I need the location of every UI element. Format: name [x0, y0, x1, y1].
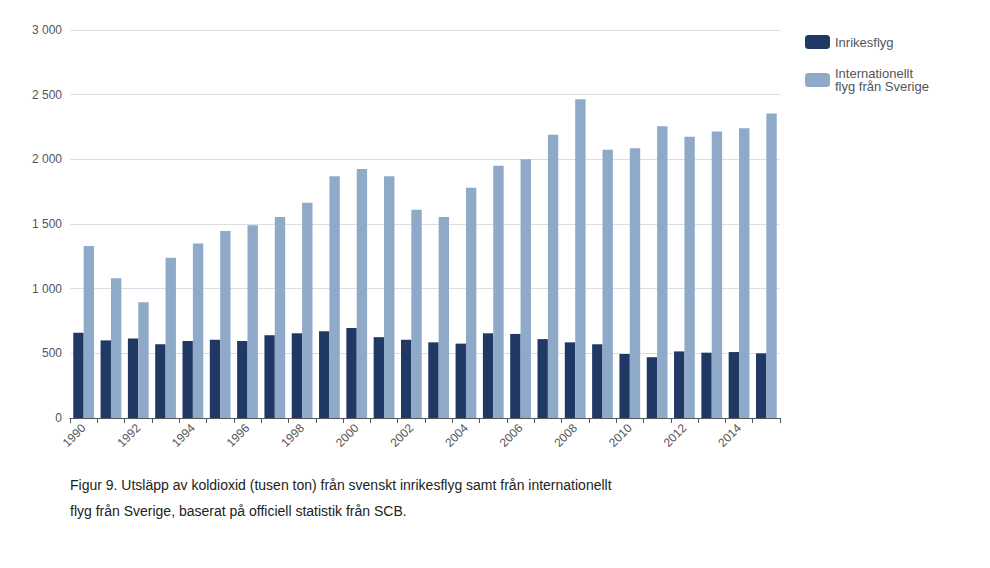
svg-text:2002: 2002: [388, 421, 417, 450]
svg-text:2000: 2000: [333, 421, 362, 450]
svg-text:2004: 2004: [442, 421, 471, 450]
svg-text:1 500: 1 500: [32, 217, 62, 231]
svg-text:flyg från Sverige: flyg från Sverige: [835, 79, 929, 94]
svg-text:1996: 1996: [224, 421, 253, 450]
svg-text:2 500: 2 500: [32, 88, 62, 102]
svg-text:1994: 1994: [169, 421, 198, 450]
svg-text:2 000: 2 000: [32, 152, 62, 166]
svg-text:1998: 1998: [278, 421, 307, 450]
svg-text:Figur 9. Utsläpp av koldioxid: Figur 9. Utsläpp av koldioxid (tusen ton…: [70, 477, 612, 493]
svg-text:2010: 2010: [606, 421, 635, 450]
svg-text:2008: 2008: [551, 421, 580, 450]
svg-text:Internationellt: Internationellt: [835, 66, 914, 81]
svg-text:1990: 1990: [60, 421, 89, 450]
svg-text:1992: 1992: [114, 421, 143, 450]
svg-text:flyg från Sverige, baserat på: flyg från Sverige, baserat på officiell …: [70, 503, 407, 519]
svg-text:Inrikesflyg: Inrikesflyg: [835, 35, 894, 50]
svg-text:1 000: 1 000: [32, 282, 62, 296]
svg-text:3 000: 3 000: [32, 23, 62, 37]
svg-text:0: 0: [55, 411, 62, 425]
svg-text:2006: 2006: [497, 421, 526, 450]
svg-text:2012: 2012: [661, 421, 690, 450]
svg-text:2014: 2014: [715, 421, 744, 450]
svg-text:500: 500: [42, 346, 62, 360]
